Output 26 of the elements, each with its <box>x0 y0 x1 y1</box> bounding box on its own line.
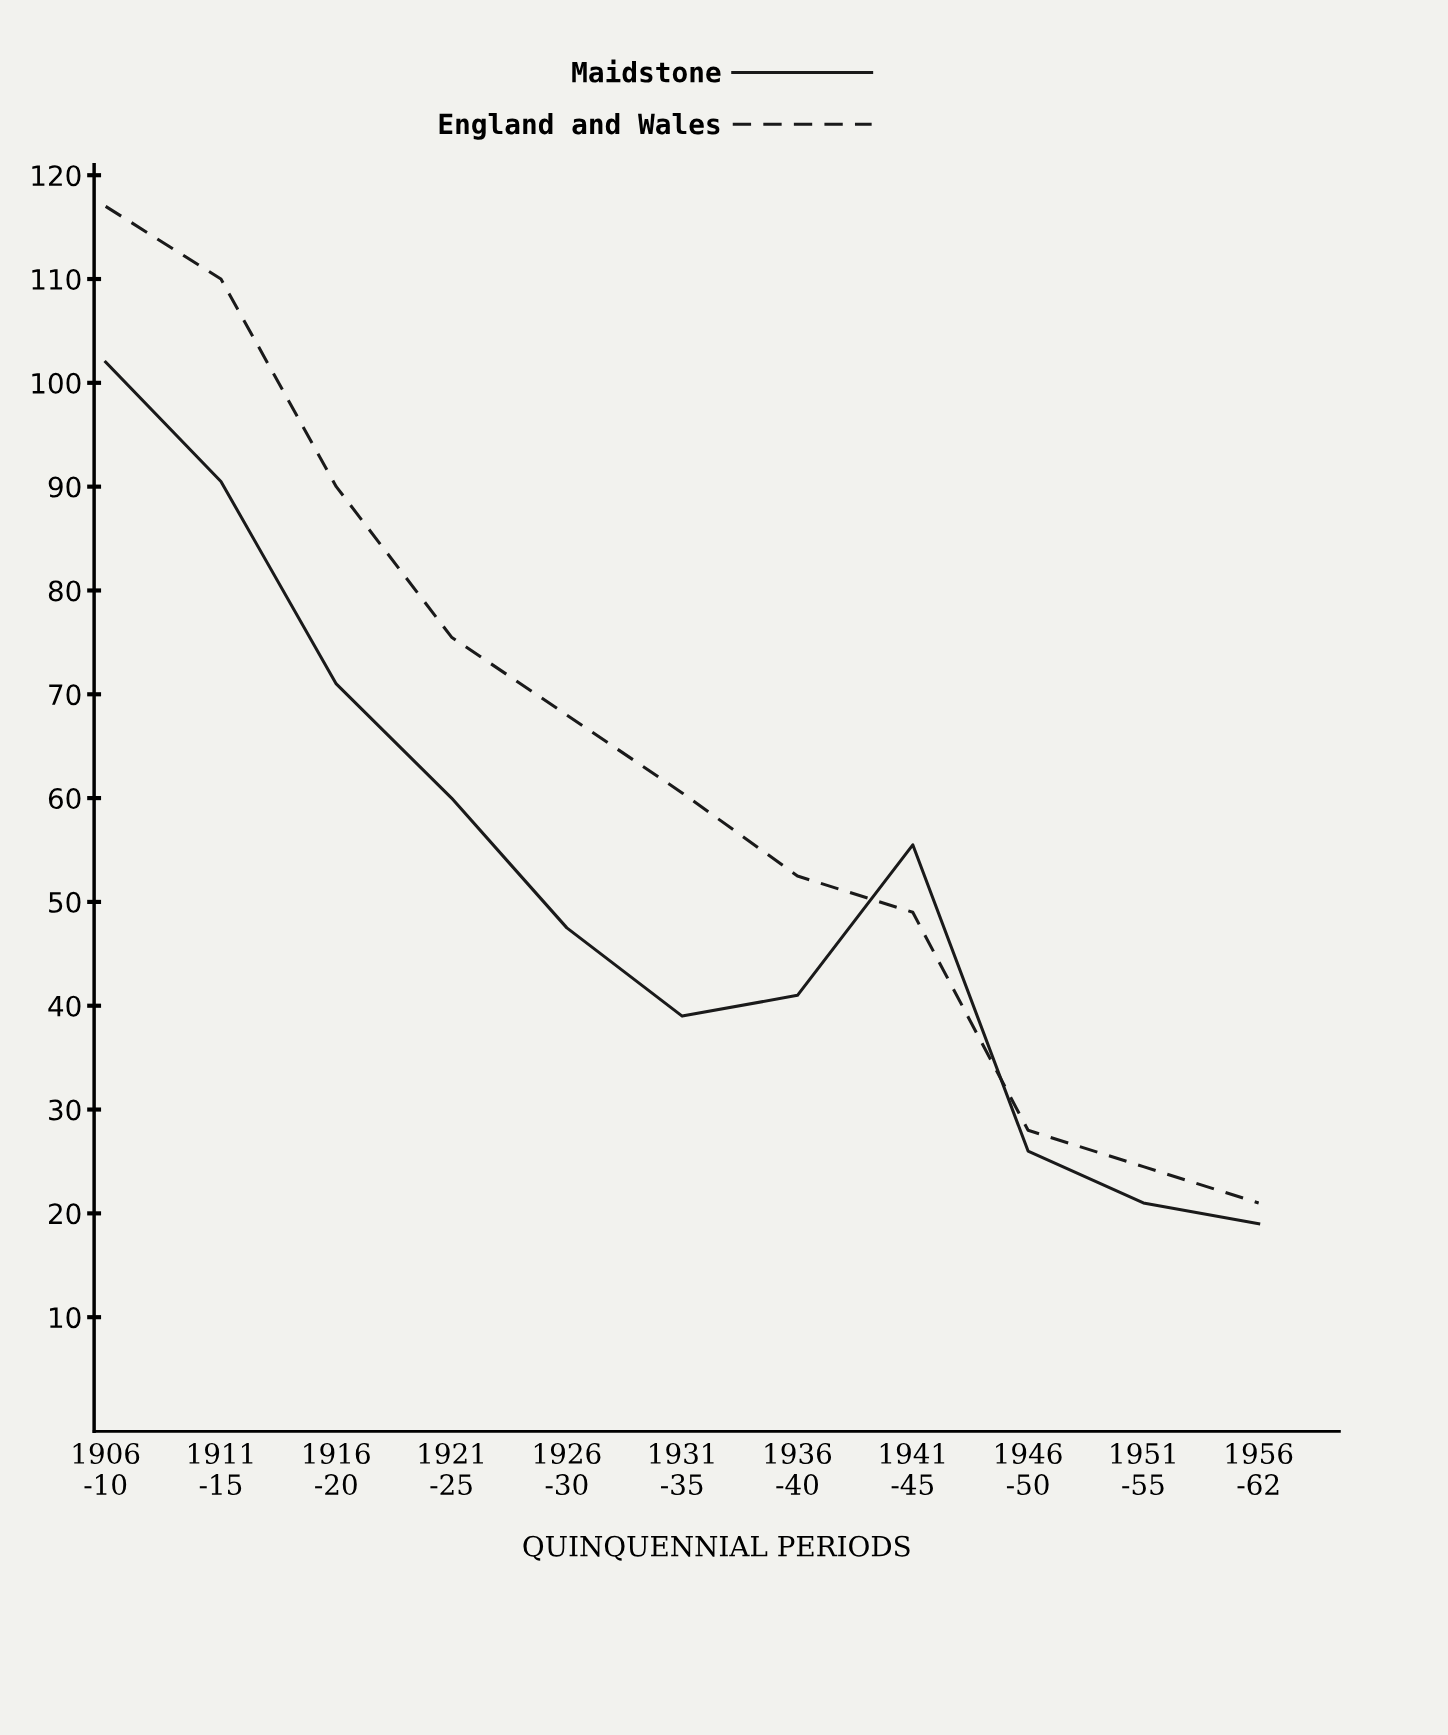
x-tick-label: 1956 -62 <box>1226 1442 1293 1496</box>
y-tick-label: 60 <box>48 788 81 810</box>
y-tick-label: 70 <box>49 684 81 706</box>
x-axis-title: QUINQUENNIAL PERIODS <box>523 1535 910 1561</box>
y-tick-label: 30 <box>49 1099 81 1121</box>
x-tick-label: 1936 -40 <box>765 1442 832 1496</box>
x-tick-label: 1946 -50 <box>996 1442 1062 1496</box>
x-tick-label: 1951 -55 <box>1111 1442 1175 1496</box>
legend-label: Maidstone <box>572 59 721 83</box>
y-tick-label: 110 <box>32 268 81 290</box>
y-tick-label: 100 <box>32 372 81 394</box>
x-tick-label: 1911 -15 <box>189 1442 253 1496</box>
x-tick-label: 1916 -20 <box>304 1442 370 1496</box>
y-tick-label: 80 <box>48 580 81 602</box>
x-tick-label: 1921 -25 <box>419 1442 483 1496</box>
x-tick-label: 1941 -45 <box>880 1442 945 1496</box>
legend-label: England and Wales <box>439 112 720 140</box>
y-tick-label: 10 <box>50 1307 81 1329</box>
y-tick-label: 20 <box>49 1203 81 1225</box>
y-tick-label: 90 <box>48 476 81 498</box>
x-tick-label: 1931 -35 <box>650 1442 714 1496</box>
x-tick-label: 1926 -30 <box>534 1442 601 1496</box>
y-tick-label: 40 <box>48 995 81 1017</box>
y-tick-label: 50 <box>49 891 81 913</box>
x-tick-label: 1906 -10 <box>73 1442 140 1496</box>
y-tick-label: 120 <box>32 165 81 187</box>
